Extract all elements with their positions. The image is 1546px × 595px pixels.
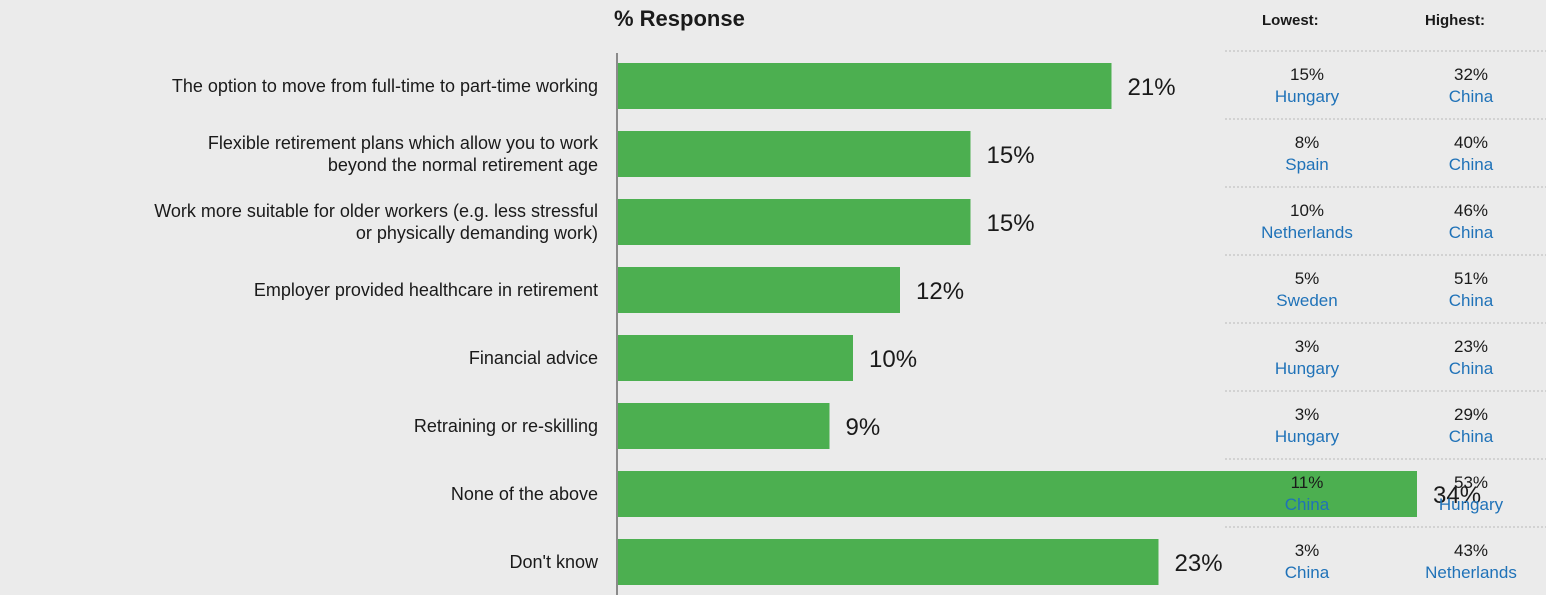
lowest-percent: 3% xyxy=(1294,541,1320,560)
highest-cell: 46% China xyxy=(1391,200,1546,244)
highest-percent: 46% xyxy=(1453,201,1489,220)
highest-country: China xyxy=(1448,223,1494,242)
lowest-country: China xyxy=(1284,495,1330,514)
highest-percent: 32% xyxy=(1453,65,1489,84)
lowest-country: Spain xyxy=(1285,155,1329,174)
highest-cell: 43% Netherlands xyxy=(1391,540,1546,584)
lowest-percent: 15% xyxy=(1289,65,1325,84)
bar xyxy=(618,63,1112,109)
highest-country: China xyxy=(1448,359,1494,378)
highest-country: China xyxy=(1448,291,1494,310)
lowest-cell: 11% China xyxy=(1227,472,1387,516)
category-label: Work more suitable for older workers (e.… xyxy=(154,201,598,221)
bar xyxy=(618,131,971,177)
bar xyxy=(618,471,1417,517)
lowest-country: Hungary xyxy=(1274,359,1340,378)
lowest-country: Netherlands xyxy=(1261,223,1353,242)
highest-percent: 29% xyxy=(1453,405,1489,424)
highest-country: Hungary xyxy=(1438,495,1504,514)
lowest-cell: 15% Hungary xyxy=(1227,64,1387,108)
category-label: or physically demanding work) xyxy=(356,223,598,243)
highest-cell: 40% China xyxy=(1391,132,1546,176)
highest-country: Netherlands xyxy=(1425,563,1517,582)
highest-percent: 51% xyxy=(1453,269,1489,288)
highest-country: China xyxy=(1448,87,1494,106)
category-label: Don't know xyxy=(510,552,599,572)
lowest-country: Hungary xyxy=(1274,87,1340,106)
lowest-percent: 3% xyxy=(1294,337,1320,356)
lowest-country: Hungary xyxy=(1274,427,1340,446)
lowest-cell: 3% Hungary xyxy=(1227,336,1387,380)
highest-cell: 23% China xyxy=(1391,336,1546,380)
category-label: Financial advice xyxy=(469,348,598,368)
data-label: 9% xyxy=(846,414,881,441)
lowest-cell: 5% Sweden xyxy=(1227,268,1387,312)
lowest-header: Lowest: xyxy=(1262,12,1319,29)
lowest-percent: 10% xyxy=(1289,201,1325,220)
highest-cell: 29% China xyxy=(1391,404,1546,448)
lowest-country: China xyxy=(1284,563,1330,582)
lowest-cell: 3% Hungary xyxy=(1227,404,1387,448)
bar xyxy=(618,267,900,313)
chart-title: % Response xyxy=(614,6,745,31)
data-label: 10% xyxy=(869,346,917,373)
highest-country: China xyxy=(1448,427,1494,446)
bar xyxy=(618,199,971,245)
lowest-cell: 8% Spain xyxy=(1227,132,1387,176)
data-label: 34% xyxy=(1433,482,1481,509)
data-label: 15% xyxy=(987,142,1035,169)
highest-country: China xyxy=(1448,155,1494,174)
lowest-cell: 10% Netherlands xyxy=(1227,200,1387,244)
highest-percent: 40% xyxy=(1453,133,1489,152)
highest-cell: 53% Hungary xyxy=(1391,472,1546,516)
category-label: Employer provided healthcare in retireme… xyxy=(254,280,598,300)
lowest-percent: 11% xyxy=(1290,473,1324,492)
bar xyxy=(618,403,830,449)
category-label: Flexible retirement plans which allow yo… xyxy=(208,133,599,153)
highest-cell: 32% China xyxy=(1391,64,1546,108)
bar xyxy=(618,335,853,381)
data-label: 15% xyxy=(987,210,1035,237)
category-label: The option to move from full-time to par… xyxy=(172,76,598,96)
data-label: 12% xyxy=(916,278,964,305)
data-label: 23% xyxy=(1175,550,1223,577)
highest-percent: 23% xyxy=(1453,337,1489,356)
lowest-percent: 3% xyxy=(1294,405,1320,424)
lowest-percent: 8% xyxy=(1294,133,1320,152)
category-label: beyond the normal retirement age xyxy=(328,155,598,175)
bar xyxy=(618,539,1159,585)
lowest-percent: 5% xyxy=(1294,269,1320,288)
highest-percent: 53% xyxy=(1453,473,1489,492)
highest-cell: 51% China xyxy=(1391,268,1546,312)
category-label: None of the above xyxy=(451,484,598,504)
lowest-country: Sweden xyxy=(1276,291,1338,310)
highest-percent: 43% xyxy=(1453,541,1489,560)
category-label: Retraining or re-skilling xyxy=(414,416,598,436)
data-label: 21% xyxy=(1128,74,1176,101)
lowest-cell: 3% China xyxy=(1227,540,1387,584)
highest-header: Highest: xyxy=(1425,12,1485,29)
